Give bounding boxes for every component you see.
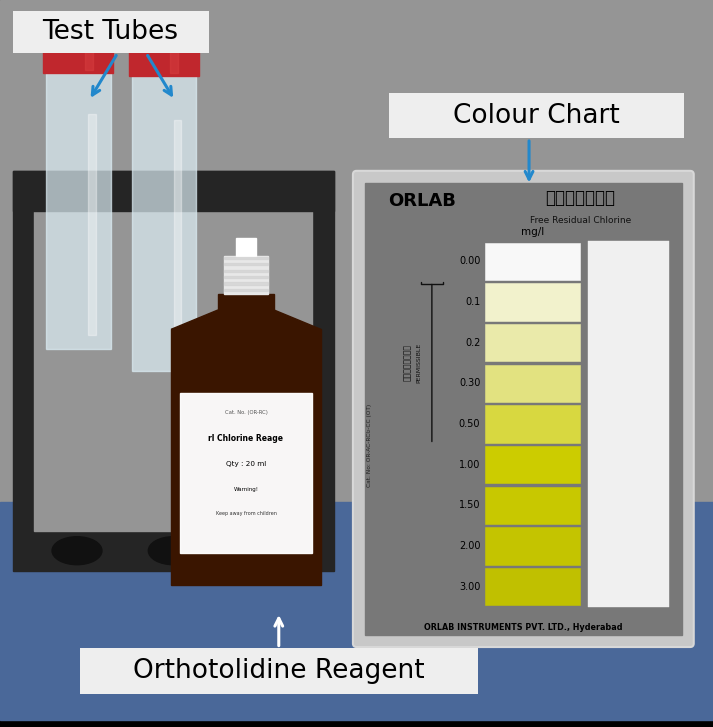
Bar [486,365,580,402]
Text: 2.00: 2.00 [459,541,481,551]
Text: Cat. No. (OR-RC): Cat. No. (OR-RC) [225,410,267,415]
Bar [224,270,268,272]
Bar [224,282,268,284]
Bar [180,393,312,553]
Bar [224,257,268,259]
Bar [129,22,199,76]
Bar [224,256,268,294]
Bar [0,502,713,720]
Text: Cat. No: OR-AC-RCl₂-CC (OT): Cat. No: OR-AC-RCl₂-CC (OT) [366,403,372,486]
Text: 3.00: 3.00 [459,582,481,592]
Text: ORLAB INSTRUMENTS PVT. LTD., Hyderabad: ORLAB INSTRUMENTS PVT. LTD., Hyderabad [424,623,622,632]
Bar [13,171,334,571]
Bar [43,22,113,73]
Bar [171,329,321,585]
Text: Keep away from children: Keep away from children [215,511,277,515]
Bar [235,238,257,256]
Bar [224,289,268,291]
Text: 1.00: 1.00 [459,459,481,470]
FancyBboxPatch shape [353,171,694,647]
Text: सुरक्षित: सुरक्षित [403,345,412,382]
Text: PERMISSIBLE: PERMISSIBLE [416,343,421,383]
Bar [13,11,209,53]
Bar [34,211,312,531]
Text: Test Tubes: Test Tubes [43,19,178,45]
Bar [486,527,580,565]
Bar [486,568,580,606]
Polygon shape [171,310,321,329]
Bar [365,183,682,635]
Bar [588,241,669,607]
Bar [486,486,580,524]
Bar [0,0,713,632]
Ellipse shape [238,537,288,565]
Ellipse shape [148,537,198,565]
Text: 0.1: 0.1 [465,297,481,307]
Text: Orthotolidine Reagent: Orthotolidine Reagent [133,658,425,684]
Bar [486,324,580,361]
Bar [174,120,181,356]
Bar [13,171,334,211]
Bar [486,243,580,280]
Bar [170,36,178,73]
Bar [80,648,478,694]
Text: क्लोरीन: क्लोरीन [545,189,615,206]
Text: 0.50: 0.50 [459,419,481,429]
Text: 0.00: 0.00 [459,257,481,266]
Bar [88,114,96,335]
Text: Qty : 20 ml: Qty : 20 ml [226,461,266,467]
Text: Colour Chart: Colour Chart [453,103,620,129]
Bar [46,73,111,349]
Bar [217,294,275,310]
Text: rl Chlorine Reage: rl Chlorine Reage [208,433,284,443]
Bar [0,718,713,727]
Bar [85,34,93,70]
Ellipse shape [52,537,102,565]
Bar [486,446,580,483]
Text: Free Residual Chlorine: Free Residual Chlorine [530,216,631,225]
Bar [389,93,684,138]
Text: Warning!: Warning! [233,487,259,491]
Bar [486,284,580,321]
Text: 0.2: 0.2 [465,337,481,348]
Bar [132,76,196,371]
Text: mg/l: mg/l [521,227,545,236]
Bar [486,405,580,443]
Bar [224,263,268,265]
Text: 0.30: 0.30 [459,378,481,388]
Bar [0,0,713,25]
Text: ORLAB: ORLAB [388,193,456,210]
Text: 1.50: 1.50 [459,500,481,510]
Bar [224,276,268,278]
